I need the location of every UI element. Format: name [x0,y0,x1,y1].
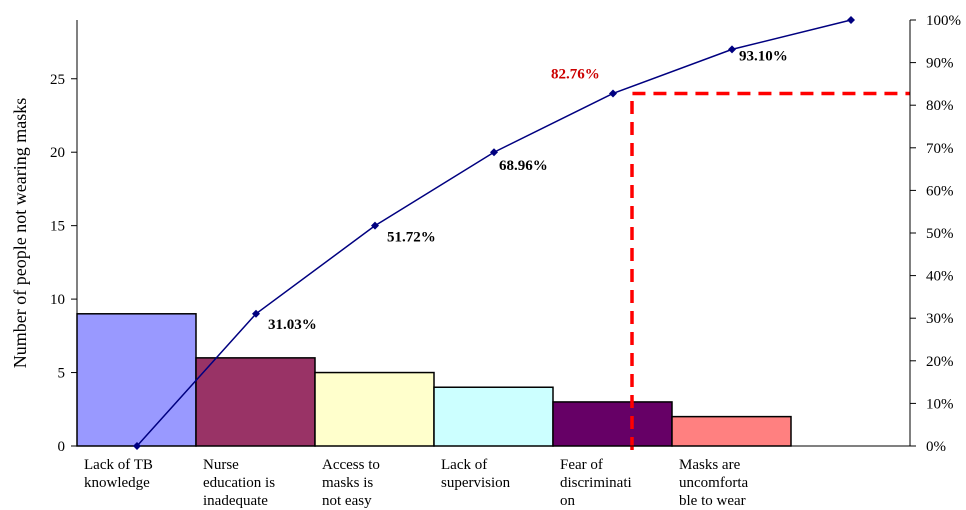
y2-tick-label: 100% [926,13,961,29]
bar-5 [552,401,673,447]
y2-tick-label: 50% [926,226,954,242]
y2-tick-label: 90% [926,56,954,72]
cumulative-label: 93.10% [739,48,788,64]
category-label: supervision [441,475,511,491]
category-label: inadequate [203,493,268,509]
y2-tick-label: 20% [926,354,954,370]
cumulative-point [133,442,141,450]
cumulative-label: 31.03% [268,317,317,333]
cumulative-point [728,45,736,54]
y2-tick-label: 60% [926,183,954,199]
y-tick-label: 25 [50,72,65,88]
category-label: discriminati [560,475,632,491]
y2-tick-label: 0% [926,439,946,455]
y2-tick-label: 10% [926,396,954,412]
y2-tick-label: 40% [926,269,954,285]
y2-tick-label: 70% [926,141,954,157]
cumulative-label: 82.76% [551,66,600,82]
labels: Lack of TB knowledge Nurse education is inad… [84,48,788,509]
axes: 0 5 10 15 20 25 0% 10% 20% 30% 40% 50% 60% 70% 80% 90% 1… [50,13,961,455]
y-axis-title: Number of people not wearing masks [10,98,30,368]
threshold-line [630,91,910,450]
category-label: Access to [322,457,380,473]
y-tick-label: 15 [50,219,65,235]
category-label: Fear of [560,457,603,473]
cumulative-point [609,89,617,98]
bar-1 [76,313,197,447]
y-tick-label: 10 [50,292,65,308]
category-label: Lack of [441,457,487,473]
category-label: knowledge [84,475,150,491]
category-label: not easy [322,493,372,509]
cumulative-label: 68.96% [499,158,548,174]
threshold-lines [630,91,910,450]
y2-tick-label: 30% [926,311,954,327]
y2-tick-label: 80% [926,98,954,114]
category-label: education is [203,475,275,491]
y-tick-label: 0 [58,439,66,455]
y-tick-label: 5 [58,366,66,382]
bars [76,313,792,447]
cumulative-label: 51.72% [387,230,436,246]
category-label: on [560,493,576,509]
y-tick-label: 20 [50,145,65,161]
category-label: Lack of TB [84,457,153,473]
category-label: ble to wear [679,493,746,509]
bar-6 [671,415,792,447]
cumulative-point [371,221,379,230]
cumulative-series [133,16,855,450]
bar-4 [433,386,554,447]
category-label: uncomforta [679,475,748,491]
cumulative-point [252,309,260,318]
category-label: Nurse [203,457,239,473]
category-label: masks is [322,475,373,491]
cumulative-point [847,16,855,24]
category-label: Masks are [679,457,741,473]
cumulative-point [490,148,498,157]
bar-3 [314,371,435,447]
bar-2 [195,357,316,447]
